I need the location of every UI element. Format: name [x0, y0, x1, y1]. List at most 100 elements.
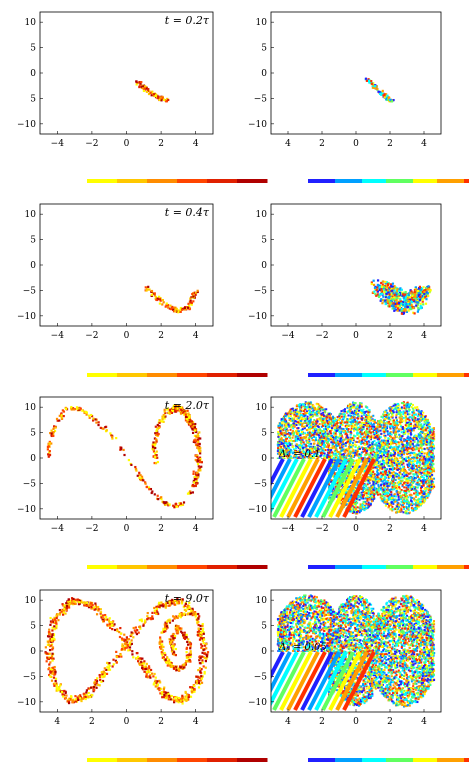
data-point — [380, 298, 383, 301]
data-point — [167, 504, 170, 507]
data-point — [157, 498, 160, 501]
data-point — [336, 421, 339, 424]
data-point — [48, 443, 51, 446]
colorbar-segment — [150, 565, 154, 569]
data-point — [373, 86, 376, 89]
data-point — [384, 280, 387, 284]
colorbar-segment — [425, 179, 429, 183]
data-point — [390, 474, 393, 477]
data-point — [380, 92, 383, 95]
colorbar-segment — [377, 373, 381, 377]
data-point — [404, 431, 407, 434]
data-point — [413, 289, 417, 292]
data-point — [362, 428, 365, 431]
data-point — [382, 94, 385, 97]
data-point — [284, 420, 287, 423]
data-point — [135, 80, 138, 83]
data-point — [185, 414, 189, 417]
data-point — [417, 453, 420, 456]
data-point — [403, 308, 407, 311]
data-point — [405, 406, 408, 409]
data-point — [193, 475, 196, 478]
data-point — [340, 434, 343, 437]
colorbar-segment — [335, 373, 339, 377]
data-point — [304, 401, 307, 404]
data-point — [120, 448, 123, 451]
data-point — [383, 434, 386, 437]
data-point — [279, 443, 282, 446]
colorbar-segment — [174, 565, 178, 569]
data-point — [373, 494, 376, 497]
data-point — [193, 439, 196, 442]
data-point — [392, 471, 395, 474]
data-point — [336, 439, 339, 442]
data-point — [421, 471, 424, 474]
data-point — [329, 479, 332, 482]
data-point — [375, 488, 378, 491]
data-point — [389, 445, 392, 448]
colorbar-segment — [314, 373, 318, 377]
data-point — [377, 481, 380, 484]
data-point — [154, 462, 158, 465]
data-point — [282, 416, 285, 419]
data-point — [144, 286, 147, 289]
colorbar-segment — [123, 565, 127, 569]
colorbar-segment — [317, 179, 321, 183]
data-point — [422, 437, 425, 440]
data-point — [77, 408, 80, 411]
colorbar-segment — [99, 179, 103, 183]
x-tick-label: 2 — [158, 331, 164, 341]
data-point — [420, 291, 423, 294]
colorbar-segment — [347, 373, 351, 377]
data-point — [154, 446, 157, 450]
data-point — [398, 305, 402, 308]
data-point — [102, 427, 105, 430]
data-point — [76, 407, 79, 410]
data-point — [418, 437, 421, 440]
data-point — [332, 416, 335, 419]
data-point — [338, 466, 341, 469]
data-point — [403, 459, 406, 462]
data-point — [62, 414, 65, 418]
data-point — [292, 434, 295, 437]
data-point — [283, 450, 286, 453]
data-point — [340, 432, 343, 435]
data-point — [352, 425, 355, 428]
colorbar-segment — [428, 373, 432, 377]
data-point — [187, 412, 190, 415]
data-point — [370, 491, 373, 494]
data-point — [362, 437, 365, 440]
x-tick-label: −2 — [85, 524, 98, 534]
data-point — [420, 448, 423, 451]
data-point — [297, 436, 300, 439]
colorbar-segment — [150, 179, 154, 183]
data-point — [192, 295, 195, 298]
data-point — [320, 447, 323, 450]
data-point — [405, 489, 408, 492]
data-point — [424, 289, 427, 292]
colorbar-segment — [171, 565, 175, 569]
data-point — [418, 285, 422, 288]
data-point — [431, 458, 434, 461]
data-point — [335, 434, 338, 437]
data-point — [381, 454, 384, 457]
colorbar-segment — [243, 179, 247, 183]
data-point — [425, 286, 428, 290]
data-point — [396, 402, 399, 405]
data-point — [421, 295, 425, 298]
colorbar-segment — [186, 179, 190, 183]
data-point — [111, 437, 114, 440]
data-point — [392, 447, 395, 450]
data-point — [386, 416, 389, 419]
data-point — [315, 454, 318, 457]
data-point — [317, 403, 320, 406]
data-point — [390, 296, 393, 299]
data-point — [158, 426, 161, 429]
data-point — [423, 420, 426, 423]
colorbar-segment — [389, 179, 393, 183]
data-point — [390, 293, 393, 296]
data-point — [288, 450, 291, 453]
data-point — [406, 512, 409, 515]
